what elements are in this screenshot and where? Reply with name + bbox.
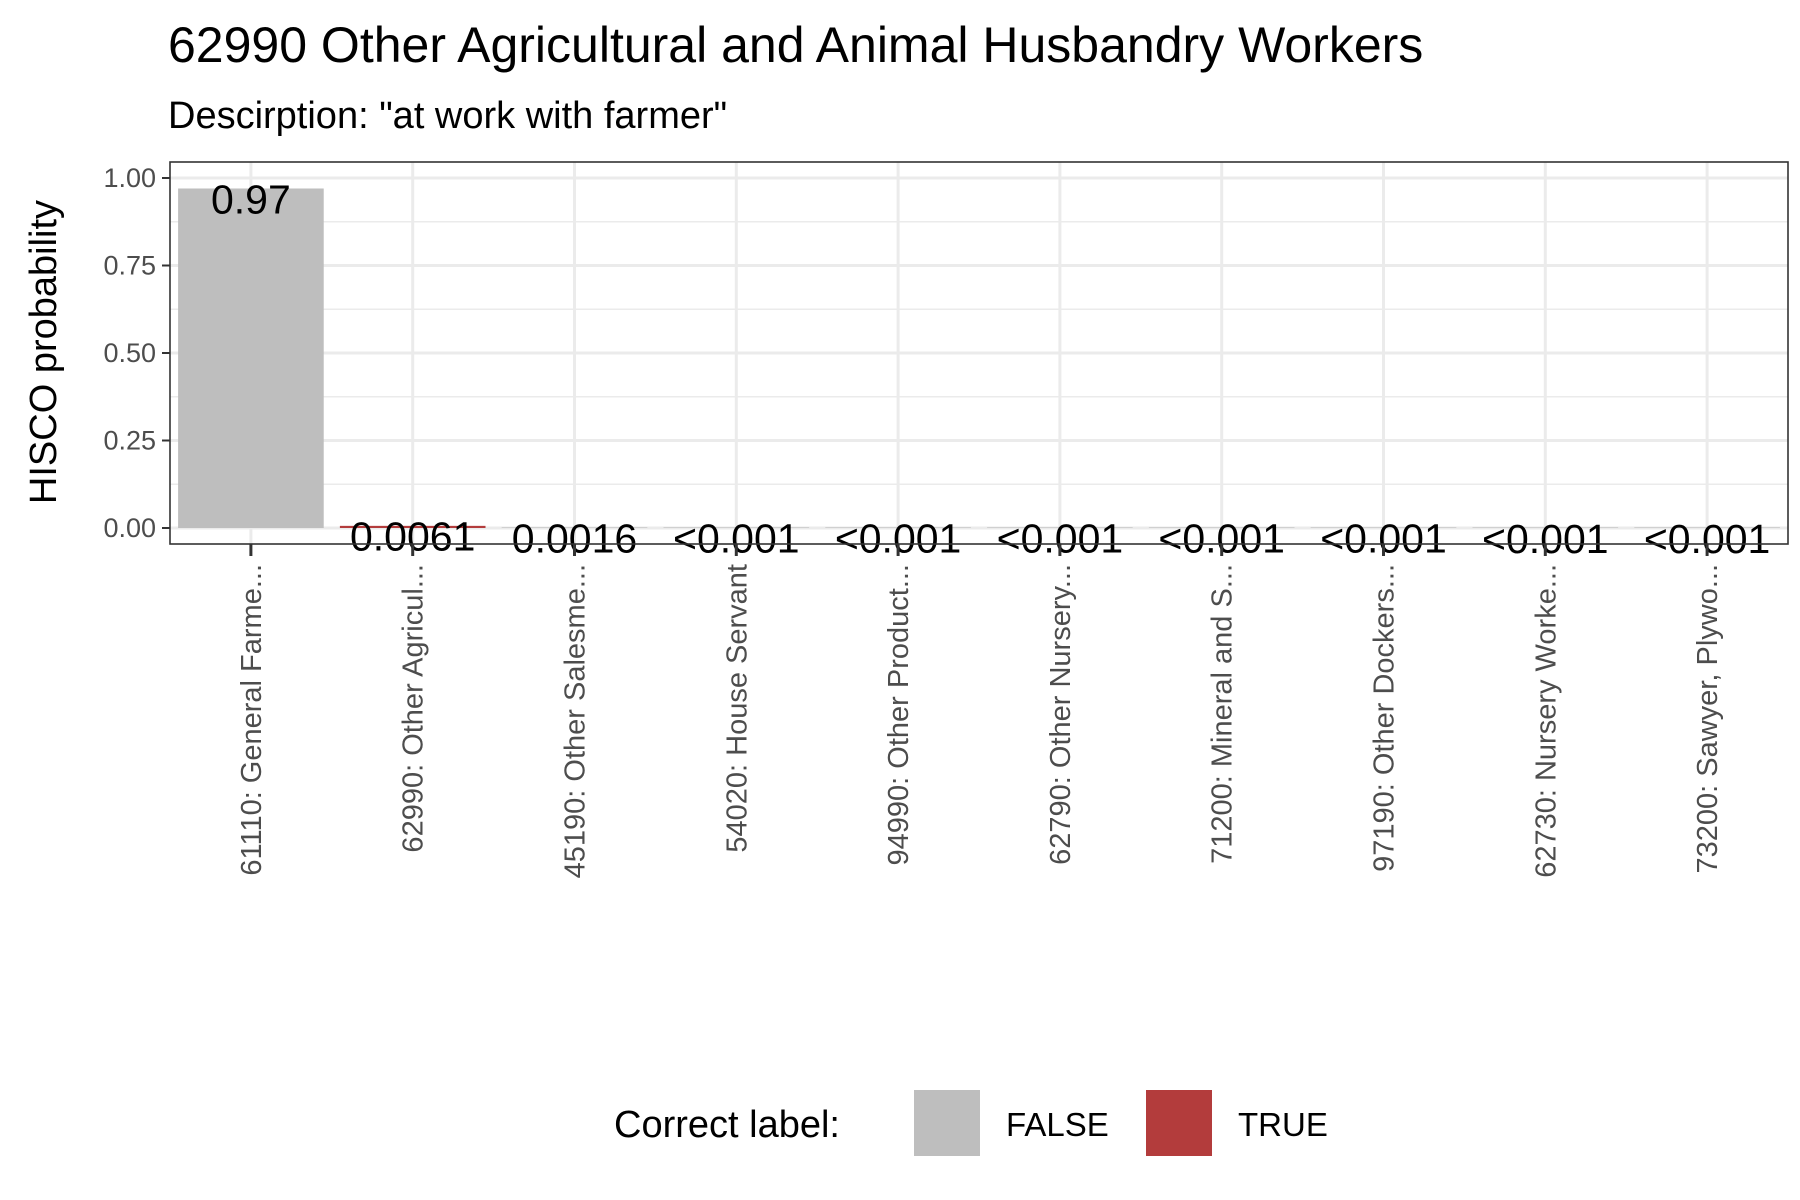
x-tick-label: 62990: Other Agricul... — [398, 564, 430, 853]
x-tick-label: 54020: House Servant — [721, 564, 753, 853]
x-tick-label: 94990: Other Product... — [883, 564, 915, 865]
x-tick-label: 62730: Nursery Worke... — [1530, 564, 1562, 878]
bar — [1148, 527, 1295, 528]
bar — [501, 527, 648, 528]
x-tick-label: 62790: Other Nursery... — [1045, 564, 1077, 865]
chart-subtitle: Descirption: "at work with farmer" — [168, 95, 727, 137]
x-tick-label: 97190: Other Dockers... — [1369, 564, 1401, 872]
bar — [1472, 527, 1619, 528]
y-tick-label: 0.00 — [103, 513, 156, 543]
bar — [663, 527, 810, 528]
x-axis-ticks: 61110: General Farme... 62990: Other Agri… — [236, 544, 1724, 878]
data-label: 0.97 — [211, 176, 291, 222]
y-tick-label: 0.50 — [103, 338, 156, 368]
y-tick-label: 1.00 — [103, 163, 156, 193]
x-tick-label: 71200: Mineral and S... — [1207, 564, 1239, 864]
bars — [178, 188, 1780, 528]
legend-key-false — [914, 1090, 980, 1156]
legend-label-true: TRUE — [1238, 1106, 1328, 1143]
bar — [339, 525, 486, 528]
y-axis-title: HISCO probability — [23, 200, 65, 504]
legend-label-false: FALSE — [1006, 1106, 1109, 1143]
legend-key-true — [1146, 1090, 1212, 1156]
y-axis-ticks: 0.00 0.25 0.50 0.75 1.00 — [103, 163, 170, 543]
bar — [178, 188, 324, 528]
y-tick-label: 0.25 — [103, 426, 156, 456]
gridlines — [170, 162, 1788, 544]
chart-title: 62990 Other Agricultural and Animal Husb… — [168, 17, 1423, 73]
bar — [1310, 527, 1457, 528]
legend: Correct label: FALSE TRUE — [614, 1090, 1328, 1156]
bar — [1634, 527, 1780, 528]
legend-title: Correct label: — [614, 1104, 840, 1146]
bar — [825, 527, 971, 528]
x-tick-label: 61110: General Farme... — [236, 564, 268, 876]
x-tick-label: 73200: Sawyer, Plywo... — [1692, 564, 1724, 874]
x-tick-label: 45190: Other Salesme... — [560, 564, 592, 878]
bar — [987, 527, 1133, 528]
y-tick-label: 0.75 — [103, 251, 156, 281]
data-labels: 0.970.0061 0.0016 <0.001 <0.001 <0.001 <0.001… — [211, 176, 1770, 561]
